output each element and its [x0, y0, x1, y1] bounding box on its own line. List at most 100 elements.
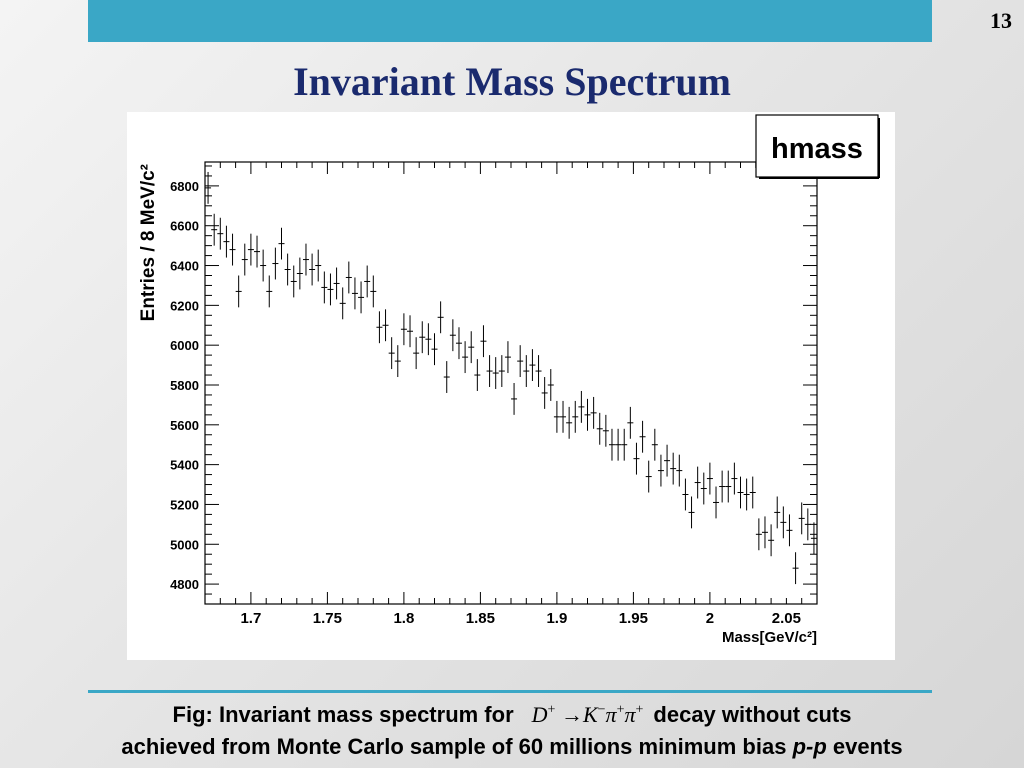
- caption-text-after: decay without cuts: [653, 702, 852, 727]
- data-point: [400, 313, 407, 346]
- data-point: [272, 247, 279, 280]
- y-tick-label: 6400: [170, 259, 199, 274]
- y-tick-label: 5200: [170, 497, 199, 512]
- data-point: [688, 496, 695, 529]
- data-point: [566, 406, 573, 439]
- data-point: [560, 400, 567, 433]
- data-point: [388, 337, 395, 370]
- data-point: [302, 243, 309, 276]
- data-point: [621, 428, 628, 461]
- x-tick-label: 1.7: [240, 610, 261, 627]
- data-point: [590, 396, 597, 429]
- data-point: [737, 476, 744, 509]
- data-point: [315, 249, 322, 282]
- data-point: [627, 406, 634, 439]
- data-point: [345, 261, 352, 294]
- data-point: [376, 311, 383, 344]
- chart-title: hmass: [771, 133, 863, 165]
- data-point: [572, 400, 579, 433]
- data-point: [449, 319, 456, 352]
- caption-line-2: achieved from Monte Carlo sample of 60 m…: [0, 734, 1024, 760]
- caption-line-1: Fig: Invariant mass spectrum for D+ →K−π+…: [0, 702, 1024, 728]
- data-point: [492, 357, 499, 389]
- data-point: [639, 420, 646, 453]
- data-point: [254, 235, 261, 268]
- y-tick-label: 5400: [170, 458, 199, 473]
- data-point: [700, 472, 707, 505]
- data-point: [498, 355, 505, 387]
- y-tick-label: 4800: [170, 577, 199, 592]
- y-tick-label: 5600: [170, 418, 199, 433]
- data-point: [351, 277, 358, 310]
- data-point: [645, 460, 652, 493]
- data-point: [462, 341, 469, 374]
- y-tick-label: 6800: [170, 179, 199, 194]
- data-point: [333, 267, 340, 300]
- data-point: [719, 470, 726, 503]
- data-point: [608, 428, 615, 461]
- data-point: [596, 412, 603, 445]
- data-point: [529, 349, 536, 382]
- data-point: [382, 309, 389, 342]
- caption-divider: [88, 690, 932, 693]
- data-point: [810, 522, 817, 555]
- top-accent-bar: [88, 0, 932, 42]
- data-point: [523, 355, 530, 387]
- data-point: [755, 518, 762, 551]
- data-point: [798, 502, 805, 535]
- data-point: [217, 217, 224, 250]
- data-point: [774, 496, 781, 529]
- data-point: [241, 243, 248, 276]
- data-point: [358, 281, 365, 314]
- data-point: [786, 514, 793, 547]
- data-point: [370, 275, 377, 308]
- data-point: [768, 524, 775, 557]
- y-tick-label: 5800: [170, 378, 199, 393]
- slide-title: Invariant Mass Spectrum: [293, 59, 731, 104]
- data-point: [743, 478, 750, 511]
- data-point: [761, 516, 768, 549]
- y-tick-label: 6000: [170, 338, 199, 353]
- caption-line2-text: achieved from Monte Carlo sample of 60 m…: [121, 734, 787, 759]
- data-point: [511, 383, 518, 415]
- data-point: [266, 275, 273, 308]
- data-point: [535, 355, 542, 387]
- data-point: [486, 355, 493, 387]
- data-point: [407, 315, 414, 348]
- data-point: [584, 398, 591, 431]
- x-tick-label: 2: [706, 610, 714, 627]
- data-point: [205, 171, 212, 204]
- data-point: [278, 227, 285, 260]
- data-point: [664, 444, 671, 477]
- page-number: 13: [990, 8, 1012, 33]
- data-point: [731, 462, 738, 495]
- data-point: [602, 414, 609, 447]
- data-point: [547, 369, 554, 401]
- data-point: [229, 233, 236, 266]
- data-point: [419, 321, 426, 354]
- data-point: [260, 249, 267, 282]
- data-point: [633, 442, 640, 475]
- data-point: [694, 466, 701, 499]
- data-point: [541, 377, 548, 409]
- x-tick-label: 2.05: [772, 610, 801, 627]
- data-point: [413, 337, 420, 370]
- data-point: [651, 428, 658, 461]
- data-point: [578, 390, 585, 423]
- y-axis-label: Entries / 8 MeV/c²: [138, 164, 159, 321]
- data-point: [247, 233, 254, 266]
- y-tick-label: 6200: [170, 298, 199, 313]
- data-point: [749, 476, 756, 509]
- data-point: [437, 301, 444, 334]
- data-point: [517, 345, 524, 378]
- x-tick-label: 1.8: [393, 610, 414, 627]
- caption-events-text: events: [832, 734, 903, 759]
- data-point: [425, 323, 432, 356]
- caption-pp-text: p-p: [792, 734, 827, 759]
- data-point: [553, 400, 560, 433]
- x-tick-label: 1.85: [466, 610, 495, 627]
- data-point: [804, 508, 811, 541]
- y-tick-label: 6600: [170, 219, 199, 234]
- data-point: [480, 325, 487, 358]
- x-axis-label: Mass[GeV/c²]: [722, 629, 817, 646]
